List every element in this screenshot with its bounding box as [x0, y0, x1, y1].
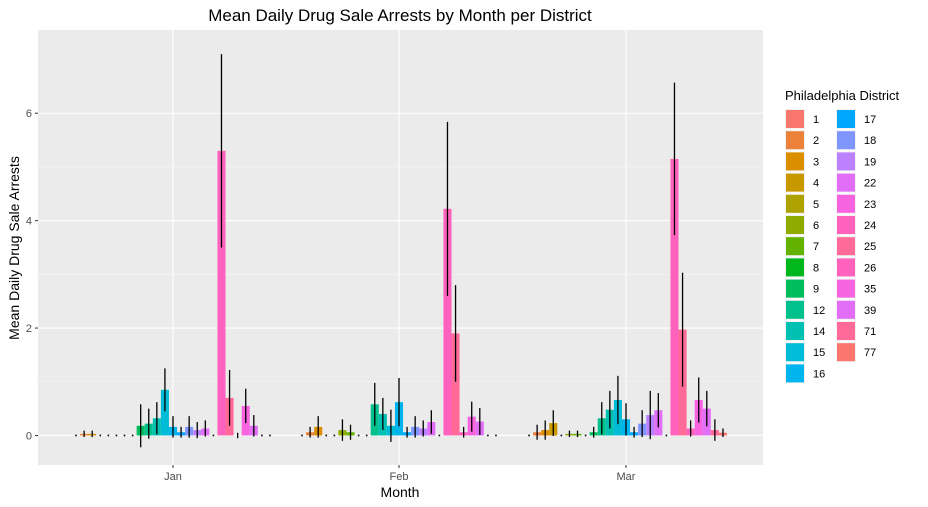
- error-dot-Feb-5: [333, 434, 336, 437]
- legend-label-1: 1: [813, 114, 819, 126]
- grid-lines: [38, 30, 763, 465]
- legend-key-19: [837, 152, 855, 171]
- legend-key-9: [786, 279, 804, 298]
- error-dot-Jan-71: [261, 434, 263, 437]
- legend-key-16: [786, 364, 804, 383]
- legend: Philadelphia District 123456789121415161…: [785, 88, 900, 384]
- error-dot-Jan-1: [75, 434, 77, 437]
- error-dot-Mar-5: [560, 434, 563, 437]
- error-dot-Jan-77: [269, 434, 271, 437]
- error-dot-Jan-6: [115, 434, 118, 437]
- legend-key-5: [786, 194, 804, 213]
- x-tick-label-0: Jan: [164, 471, 182, 483]
- legend-label-77: 77: [864, 347, 876, 359]
- legend-label-9: 9: [813, 284, 819, 296]
- plot-panel: [38, 30, 763, 465]
- legend-label-26: 26: [864, 262, 876, 274]
- legend-label-18: 18: [864, 135, 876, 147]
- x-tick-label-1: Feb: [390, 471, 409, 483]
- legend-key-17: [837, 110, 855, 128]
- bar-Jan-24: [217, 150, 226, 436]
- y-tick-label-0: 0: [26, 430, 32, 442]
- legend-key-39: [837, 300, 855, 319]
- legend-label-14: 14: [813, 326, 825, 338]
- error-dot-Mar-8: [584, 434, 587, 437]
- legend-label-4: 4: [813, 178, 819, 190]
- error-dot-Feb-71: [487, 434, 489, 437]
- legend-label-5: 5: [813, 199, 819, 211]
- legend-key-2: [786, 131, 804, 150]
- legend-label-23: 23: [864, 199, 876, 211]
- legend-key-1: [786, 110, 804, 128]
- legend-label-17: 17: [864, 114, 876, 126]
- y-tick-label-2: 4: [26, 216, 32, 228]
- y-axis-ticks: 0 2 4 6: [26, 108, 38, 442]
- legend-title: Philadelphia District: [785, 88, 900, 103]
- error-dot-Feb-77: [495, 434, 497, 437]
- legend-key-12: [786, 300, 804, 319]
- error-dot-Jan-7: [123, 434, 126, 437]
- x-axis-title: Month: [381, 484, 420, 500]
- legend-label-7: 7: [813, 241, 819, 253]
- error-dot-Jan-5: [107, 434, 110, 437]
- legend-label-25: 25: [864, 241, 876, 253]
- chart-title: Mean Daily Drug Sale Arrests by Month pe…: [208, 6, 592, 25]
- legend-label-39: 39: [864, 305, 876, 317]
- legend-label-15: 15: [813, 347, 825, 359]
- error-dot-Mar-23: [665, 434, 668, 437]
- legend-key-4: [786, 173, 804, 192]
- bar-Feb-25: [451, 333, 460, 436]
- legend-label-19: 19: [864, 156, 876, 168]
- legend-label-22: 22: [864, 178, 876, 190]
- legend-key-18: [837, 131, 855, 150]
- legend-label-24: 24: [864, 220, 876, 232]
- error-dot-Feb-9: [365, 434, 368, 437]
- legend-label-2: 2: [813, 135, 819, 147]
- legend-key-14: [786, 322, 804, 340]
- error-dot-Feb-4: [325, 434, 328, 437]
- x-tick-label-2: Mar: [617, 471, 636, 483]
- legend-key-24: [837, 216, 855, 234]
- legend-label-71: 71: [864, 326, 876, 338]
- legend-key-6: [786, 216, 804, 234]
- error-dot-Mar-1: [528, 434, 530, 437]
- legend-key-8: [786, 258, 804, 277]
- legend-key-15: [786, 343, 804, 362]
- bar-Feb-24: [443, 208, 452, 436]
- error-dot-Jan-8: [131, 434, 134, 437]
- error-bars: [75, 54, 724, 448]
- bar-Mar-24: [670, 158, 679, 436]
- legend-key-77: [837, 343, 855, 362]
- legend-key-23: [837, 194, 855, 213]
- legend-label-16: 16: [813, 368, 825, 380]
- legend-label-6: 6: [813, 220, 819, 232]
- y-tick-label-3: 6: [26, 108, 32, 120]
- legend-label-8: 8: [813, 262, 819, 274]
- legend-key-25: [837, 237, 855, 256]
- bar-Jan-15: [160, 389, 169, 436]
- legend-key-26: [837, 258, 855, 277]
- legend-key-7: [786, 237, 804, 256]
- error-dot-Feb-23: [438, 434, 441, 437]
- error-dot-Feb-8: [357, 434, 360, 437]
- legend-label-12: 12: [813, 305, 825, 317]
- legend-key-22: [837, 173, 855, 192]
- error-dot-Jan-4: [99, 434, 102, 437]
- legend-key-3: [786, 152, 804, 171]
- legend-label-3: 3: [813, 156, 819, 168]
- legend-label-35: 35: [864, 284, 876, 296]
- error-dot-Feb-1: [301, 434, 303, 437]
- y-tick-label-1: 2: [26, 323, 32, 335]
- error-dot-Jan-23: [212, 434, 215, 437]
- x-axis-ticks: Jan Feb Mar: [164, 465, 636, 483]
- y-axis-title: Mean Daily Drug Sale Arrests: [6, 156, 22, 340]
- legend-key-35: [837, 279, 855, 298]
- legend-key-71: [837, 322, 855, 340]
